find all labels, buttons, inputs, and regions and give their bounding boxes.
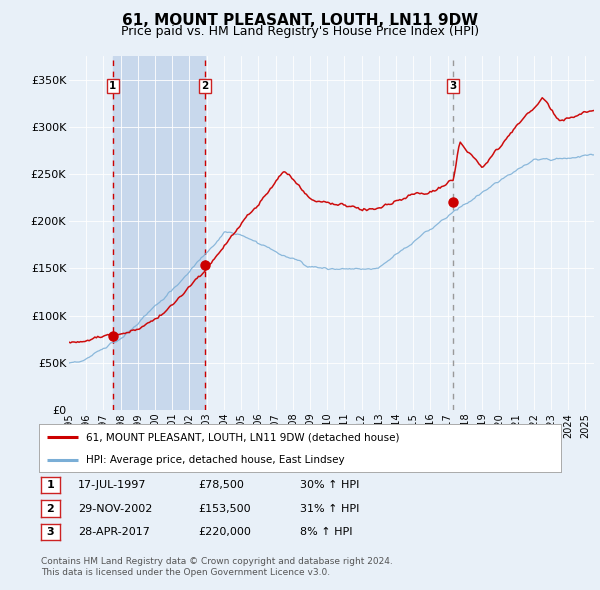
Text: 1: 1	[47, 480, 54, 490]
Text: 3: 3	[449, 81, 457, 91]
Text: 2: 2	[47, 504, 54, 513]
Text: 31% ↑ HPI: 31% ↑ HPI	[300, 504, 359, 513]
Text: 29-NOV-2002: 29-NOV-2002	[78, 504, 152, 513]
Text: This data is licensed under the Open Government Licence v3.0.: This data is licensed under the Open Gov…	[41, 568, 330, 577]
Text: HPI: Average price, detached house, East Lindsey: HPI: Average price, detached house, East…	[86, 455, 344, 466]
Text: 61, MOUNT PLEASANT, LOUTH, LN11 9DW: 61, MOUNT PLEASANT, LOUTH, LN11 9DW	[122, 13, 478, 28]
Text: 17-JUL-1997: 17-JUL-1997	[78, 480, 146, 490]
Text: £78,500: £78,500	[198, 480, 244, 490]
Text: Price paid vs. HM Land Registry's House Price Index (HPI): Price paid vs. HM Land Registry's House …	[121, 25, 479, 38]
Text: 2: 2	[202, 81, 209, 91]
Text: 61, MOUNT PLEASANT, LOUTH, LN11 9DW (detached house): 61, MOUNT PLEASANT, LOUTH, LN11 9DW (det…	[86, 432, 400, 442]
Text: £153,500: £153,500	[198, 504, 251, 513]
Text: 1: 1	[109, 81, 116, 91]
Text: £220,000: £220,000	[198, 527, 251, 537]
Bar	[113, 56, 205, 410]
Text: 8% ↑ HPI: 8% ↑ HPI	[300, 527, 353, 537]
Text: 30% ↑ HPI: 30% ↑ HPI	[300, 480, 359, 490]
Text: Contains HM Land Registry data © Crown copyright and database right 2024.: Contains HM Land Registry data © Crown c…	[41, 558, 392, 566]
Text: 3: 3	[47, 527, 54, 537]
Text: 28-APR-2017: 28-APR-2017	[78, 527, 150, 537]
